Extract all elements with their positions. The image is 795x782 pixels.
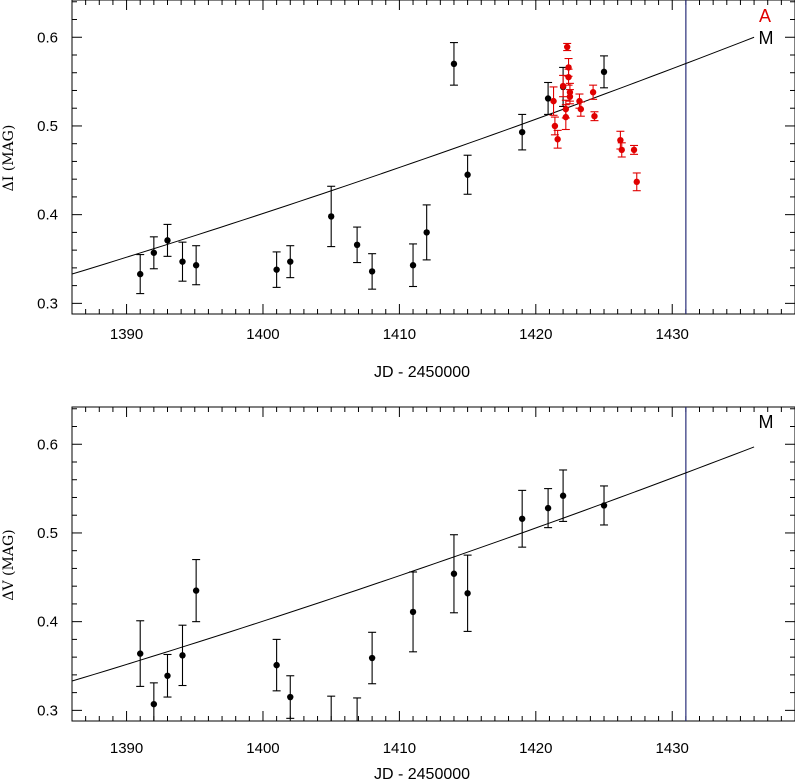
x-tick-label: 1430 bbox=[656, 740, 689, 757]
data-point bbox=[192, 587, 200, 594]
delta-v-plot-frame bbox=[71, 406, 795, 722]
red-data-series bbox=[549, 42, 641, 192]
data-point bbox=[273, 266, 280, 273]
data-point bbox=[164, 672, 171, 679]
model-curve bbox=[72, 36, 755, 275]
data-point bbox=[600, 68, 608, 76]
y-tick-label: 0.5 bbox=[37, 525, 58, 542]
data-point bbox=[327, 213, 335, 220]
black-data-series bbox=[136, 42, 609, 295]
data-point bbox=[518, 515, 526, 522]
delta-i-axis-ticks: 1390 1400 1410 1420 1430 0.3 0.4 0.5 0.6 bbox=[37, 0, 795, 343]
x-tick-label: 1400 bbox=[246, 740, 279, 757]
data-point bbox=[287, 258, 294, 265]
data-point bbox=[450, 60, 458, 68]
y-tick-label: 0.3 bbox=[37, 702, 58, 719]
x-tick-label: 1410 bbox=[383, 326, 416, 343]
data-point bbox=[150, 249, 158, 256]
data-point bbox=[464, 590, 471, 597]
data-point bbox=[600, 502, 608, 509]
data-point bbox=[618, 146, 625, 154]
data-point bbox=[409, 608, 417, 616]
y-tick-label: 0.6 bbox=[37, 29, 58, 46]
black-data-series bbox=[136, 469, 609, 728]
data-point bbox=[287, 693, 294, 701]
data-point bbox=[368, 268, 376, 275]
delta-v-axis-ticks: 1390 1400 1410 1420 1430 0.3 0.4 0.5 0.6 bbox=[37, 407, 795, 757]
delta-i-y-axis-label: ΔI (MAG) bbox=[1, 125, 17, 192]
data-point bbox=[633, 178, 640, 186]
data-point bbox=[559, 82, 567, 90]
data-point bbox=[559, 492, 567, 499]
data-point bbox=[591, 112, 598, 120]
x-tick-label: 1390 bbox=[110, 326, 143, 343]
data-point bbox=[137, 650, 144, 657]
data-point bbox=[617, 136, 624, 144]
x-tick-label: 1400 bbox=[246, 326, 279, 343]
data-point bbox=[354, 722, 360, 728]
delta-i-model-label: M bbox=[759, 28, 774, 48]
data-point bbox=[150, 700, 158, 708]
data-point bbox=[464, 171, 471, 178]
data-point bbox=[544, 504, 552, 512]
x-tick-label: 1430 bbox=[656, 326, 689, 343]
delta-i-plot-frame bbox=[71, 0, 795, 315]
model-curve bbox=[72, 446, 755, 682]
data-point bbox=[423, 229, 430, 236]
x-tick-label: 1390 bbox=[110, 740, 143, 757]
y-tick-label: 0.4 bbox=[37, 207, 58, 224]
y-tick-label: 0.4 bbox=[37, 614, 58, 631]
data-point bbox=[328, 721, 334, 727]
delta-i-panel: 1390 1400 1410 1420 1430 0.3 0.4 0.5 0.6 JD - 24… bbox=[1, 0, 795, 381]
data-point bbox=[192, 262, 200, 269]
delta-v-y-axis-label: ΔV (MAG) bbox=[1, 529, 17, 600]
data-point bbox=[450, 570, 458, 577]
data-point bbox=[353, 241, 361, 249]
x-tick-label: 1420 bbox=[519, 740, 552, 757]
delta-v-model-label: M bbox=[759, 412, 774, 432]
data-point bbox=[409, 262, 417, 269]
data-point bbox=[565, 73, 572, 81]
data-point bbox=[550, 97, 557, 105]
x-tick-label: 1420 bbox=[519, 326, 552, 343]
data-point bbox=[273, 661, 280, 669]
data-point bbox=[551, 122, 559, 130]
data-point bbox=[577, 105, 585, 113]
data-point bbox=[566, 93, 574, 100]
delta-v-panel: 1390 1400 1410 1420 1430 0.3 0.4 0.5 0.6 JD - 24… bbox=[1, 406, 795, 782]
x-tick-label: 1410 bbox=[383, 740, 416, 757]
data-point bbox=[563, 43, 571, 51]
data-point bbox=[137, 270, 144, 278]
data-point bbox=[179, 258, 186, 265]
data-point bbox=[576, 97, 583, 105]
delta-v-x-axis-label: JD - 2450000 bbox=[374, 766, 470, 782]
data-point bbox=[164, 237, 171, 244]
y-tick-label: 0.6 bbox=[37, 436, 58, 453]
data-point bbox=[544, 95, 552, 102]
delta-i-x-axis-label: JD - 2450000 bbox=[374, 364, 470, 381]
data-point bbox=[179, 652, 186, 659]
data-point bbox=[562, 113, 570, 121]
data-point bbox=[368, 654, 376, 662]
data-point bbox=[630, 146, 638, 154]
data-point bbox=[554, 136, 561, 143]
data-point bbox=[518, 128, 526, 136]
legend-marker-a: A bbox=[759, 6, 771, 26]
y-tick-label: 0.3 bbox=[37, 295, 58, 312]
data-point bbox=[589, 89, 597, 96]
y-tick-label: 0.5 bbox=[37, 118, 58, 135]
